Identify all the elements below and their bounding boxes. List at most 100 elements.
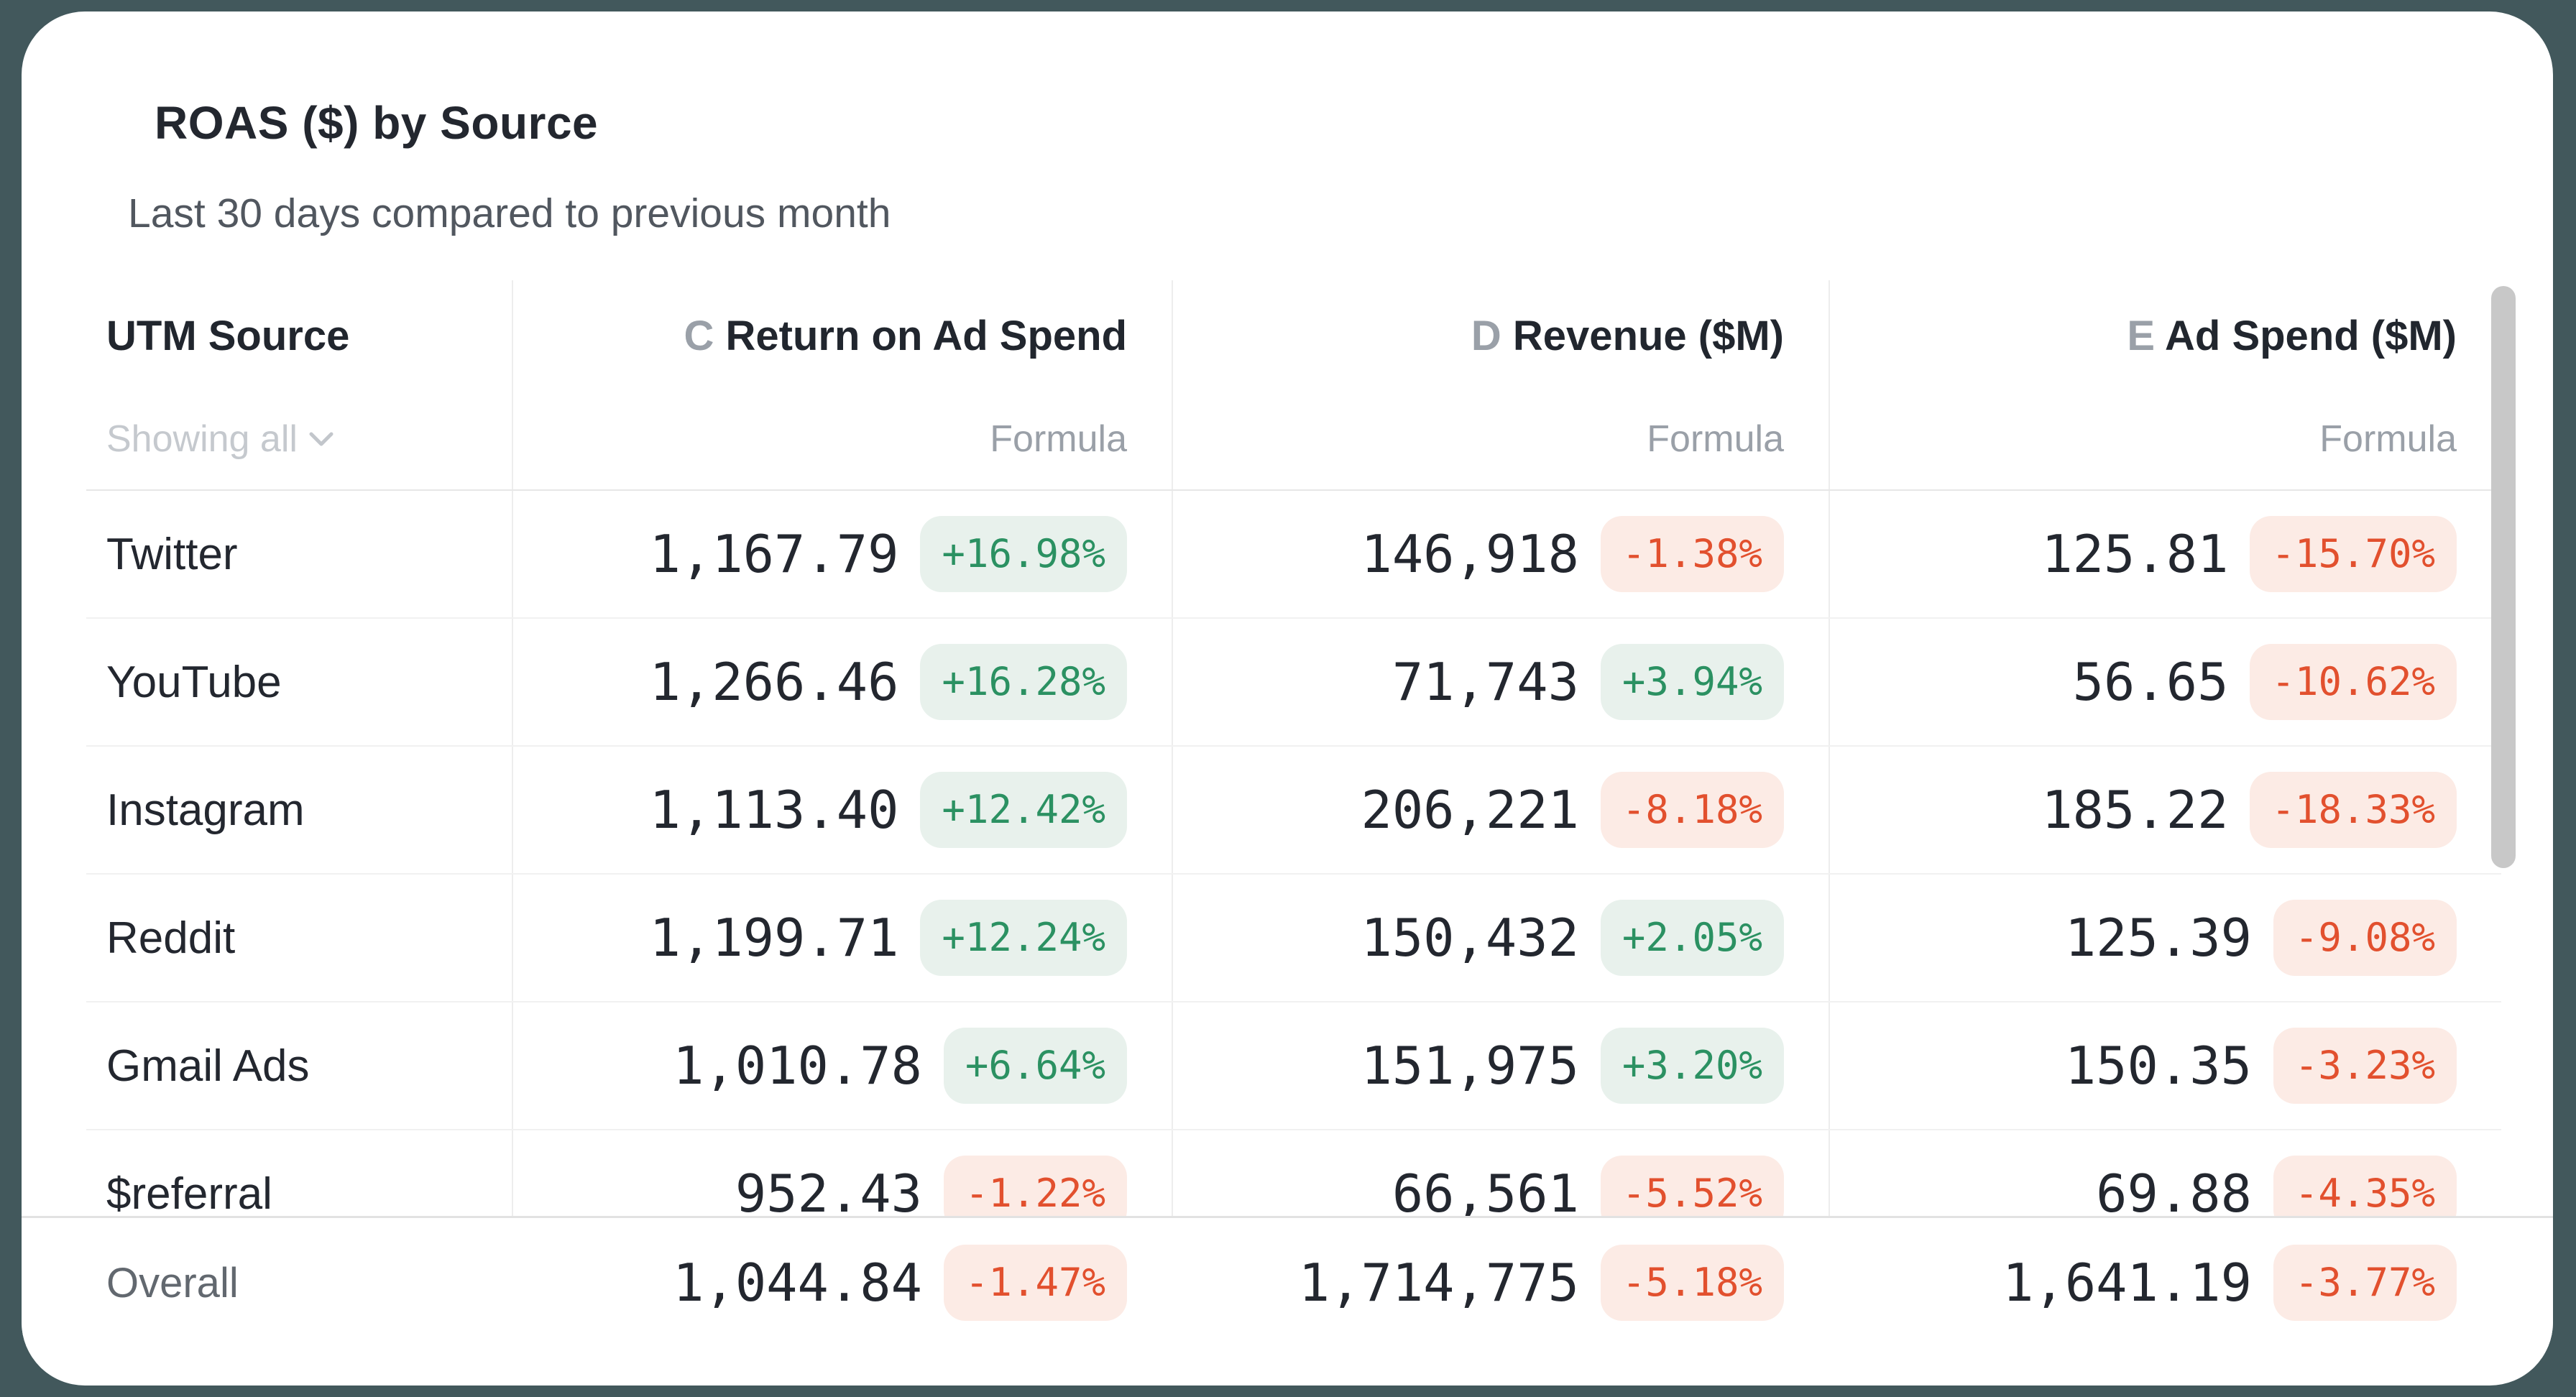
table-footer-overall: Overall 1,044.84 -1.47% 1,714,775 -5.18%… [22, 1216, 2553, 1347]
change-badge: -15.70% [2250, 516, 2457, 592]
table-row-reddit: Reddit 1,199.71 +12.24% 150,432 +2.05% 1… [86, 875, 2501, 1002]
overall-ad-spend-cell: 1,641.19 -3.77% [1828, 1218, 2501, 1347]
formula-label: Formula [1647, 418, 1784, 460]
vertical-scrollbar-thumb[interactable] [2491, 286, 2516, 868]
ad-spend-value: 125.81 [2041, 524, 2229, 584]
revenue-value: 206,221 [1361, 780, 1579, 840]
revenue-value: 151,975 [1361, 1036, 1579, 1096]
roas-value: 1,010.78 [673, 1036, 922, 1096]
revenue-cell: 150,432 +2.05% [1172, 875, 1828, 1001]
formula-label: Formula [2319, 418, 2457, 460]
ad-spend-cell: 185.22 -18.33% [1828, 747, 2501, 873]
ad-spend-value: 185.22 [2041, 780, 2229, 840]
change-badge: -9.08% [2273, 900, 2457, 976]
overall-revenue-cell: 1,714,775 -5.18% [1172, 1218, 1828, 1347]
ad-spend-cell: 150.35 -3.23% [1828, 1002, 2501, 1129]
column-label-roas: Return on Ad Spend [725, 313, 1127, 359]
roas-value: 1,199.71 [649, 908, 899, 968]
change-badge: -10.62% [2250, 644, 2457, 720]
header-ad-spend[interactable]: E Ad Spend ($M) Formula [1828, 280, 2501, 489]
ad-spend-value: 69.88 [2096, 1163, 2252, 1216]
row-label: YouTube [106, 657, 282, 707]
change-badge: +16.98% [920, 516, 1127, 592]
change-badge: -3.77% [2273, 1245, 2457, 1321]
change-badge: +6.64% [943, 1028, 1127, 1104]
row-label: Twitter [106, 529, 238, 579]
roas-cell: 952.43 -1.22% [512, 1130, 1172, 1216]
roas-value: 1,044.84 [673, 1253, 922, 1313]
revenue-value: 150,432 [1361, 908, 1579, 968]
change-badge: -3.23% [2273, 1028, 2457, 1104]
column-label-revenue: Revenue ($M) [1512, 313, 1784, 359]
revenue-value: 71,743 [1392, 652, 1579, 712]
column-letter-e: E [2127, 313, 2156, 359]
revenue-cell: 206,221 -8.18% [1172, 747, 1828, 873]
change-badge: -1.22% [943, 1156, 1127, 1216]
utm-source-header-label: UTM Source [106, 313, 350, 359]
change-badge: +16.28% [920, 644, 1127, 720]
revenue-value: 146,918 [1361, 524, 1579, 584]
overall-roas-cell: 1,044.84 -1.47% [512, 1218, 1172, 1347]
page-title: ROAS ($) by Source [155, 97, 599, 149]
revenue-cell: 66,561 -5.52% [1172, 1130, 1828, 1216]
roas-table: UTM Source Showing all C Return on Ad Sp… [86, 280, 2501, 1216]
formula-label: Formula [990, 418, 1127, 460]
change-badge: -1.38% [1600, 516, 1784, 592]
ad-spend-cell: 56.65 -10.62% [1828, 619, 2501, 745]
change-badge: +12.24% [920, 900, 1127, 976]
roas-cell: 1,167.79 +16.98% [512, 491, 1172, 617]
revenue-value: 1,714,775 [1298, 1253, 1579, 1313]
header-revenue[interactable]: D Revenue ($M) Formula [1172, 280, 1828, 489]
change-badge: -18.33% [2250, 772, 2457, 848]
showing-all-label: Showing all [106, 418, 298, 460]
roas-value: 1,167.79 [649, 524, 899, 584]
row-label: $referral [106, 1168, 272, 1217]
showing-all-dropdown[interactable]: Showing all [106, 418, 467, 461]
column-letter-c: C [684, 313, 714, 359]
revenue-cell: 146,918 -1.38% [1172, 491, 1828, 617]
roas-cell: 1,266.46 +16.28% [512, 619, 1172, 745]
ad-spend-value: 125.39 [2064, 908, 2252, 968]
revenue-value: 66,561 [1392, 1163, 1579, 1216]
roas-cell: 1,010.78 +6.64% [512, 1002, 1172, 1129]
revenue-cell: 71,743 +3.94% [1172, 619, 1828, 745]
change-badge: +12.42% [920, 772, 1127, 848]
table-row-gmail-ads: Gmail Ads 1,010.78 +6.64% 151,975 +3.20%… [86, 1002, 2501, 1130]
change-badge: +3.94% [1600, 644, 1784, 720]
roas-widget-card: ROAS ($) by Source Last 30 days compared… [22, 11, 2553, 1386]
header-utm-source: UTM Source Showing all [86, 280, 512, 489]
ad-spend-value: 56.65 [2072, 652, 2229, 712]
chevron-down-icon [309, 431, 334, 447]
overall-label: Overall [106, 1259, 239, 1306]
change-badge: -5.52% [1600, 1156, 1784, 1216]
row-label: Instagram [106, 785, 305, 835]
column-label-ad-spend: Ad Spend ($M) [2165, 313, 2457, 359]
table-body: Twitter 1,167.79 +16.98% 146,918 -1.38% … [86, 491, 2501, 1216]
revenue-cell: 151,975 +3.20% [1172, 1002, 1828, 1129]
roas-value: 1,113.40 [649, 780, 899, 840]
ad-spend-cell: 125.39 -9.08% [1828, 875, 2501, 1001]
change-badge: +2.05% [1600, 900, 1784, 976]
change-badge: -8.18% [1600, 772, 1784, 848]
ad-spend-cell: 125.81 -15.70% [1828, 491, 2501, 617]
roas-value: 1,266.46 [649, 652, 899, 712]
table-row-twitter: Twitter 1,167.79 +16.98% 146,918 -1.38% … [86, 491, 2501, 619]
row-label: Reddit [106, 913, 236, 963]
roas-cell: 1,199.71 +12.24% [512, 875, 1172, 1001]
ad-spend-cell: 69.88 -4.35% [1828, 1130, 2501, 1216]
ad-spend-value: 150.35 [2064, 1036, 2252, 1096]
ad-spend-value: 1,641.19 [2002, 1253, 2252, 1313]
table-header-row: UTM Source Showing all C Return on Ad Sp… [86, 280, 2501, 491]
change-badge: -1.47% [943, 1245, 1127, 1321]
table-row-youtube: YouTube 1,266.46 +16.28% 71,743 +3.94% 5… [86, 619, 2501, 747]
change-badge: -4.35% [2273, 1156, 2457, 1216]
header-return-on-ad-spend[interactable]: C Return on Ad Spend Formula [512, 280, 1172, 489]
change-badge: +3.20% [1600, 1028, 1784, 1104]
change-badge: -5.18% [1600, 1245, 1784, 1321]
page-subtitle: Last 30 days compared to previous month [128, 190, 891, 236]
table-row-referral: $referral 952.43 -1.22% 66,561 -5.52% 69… [86, 1130, 2501, 1216]
roas-cell: 1,113.40 +12.42% [512, 747, 1172, 873]
column-letter-d: D [1471, 313, 1501, 359]
row-label: Gmail Ads [106, 1041, 310, 1091]
table-row-instagram: Instagram 1,113.40 +12.42% 206,221 -8.18… [86, 747, 2501, 875]
